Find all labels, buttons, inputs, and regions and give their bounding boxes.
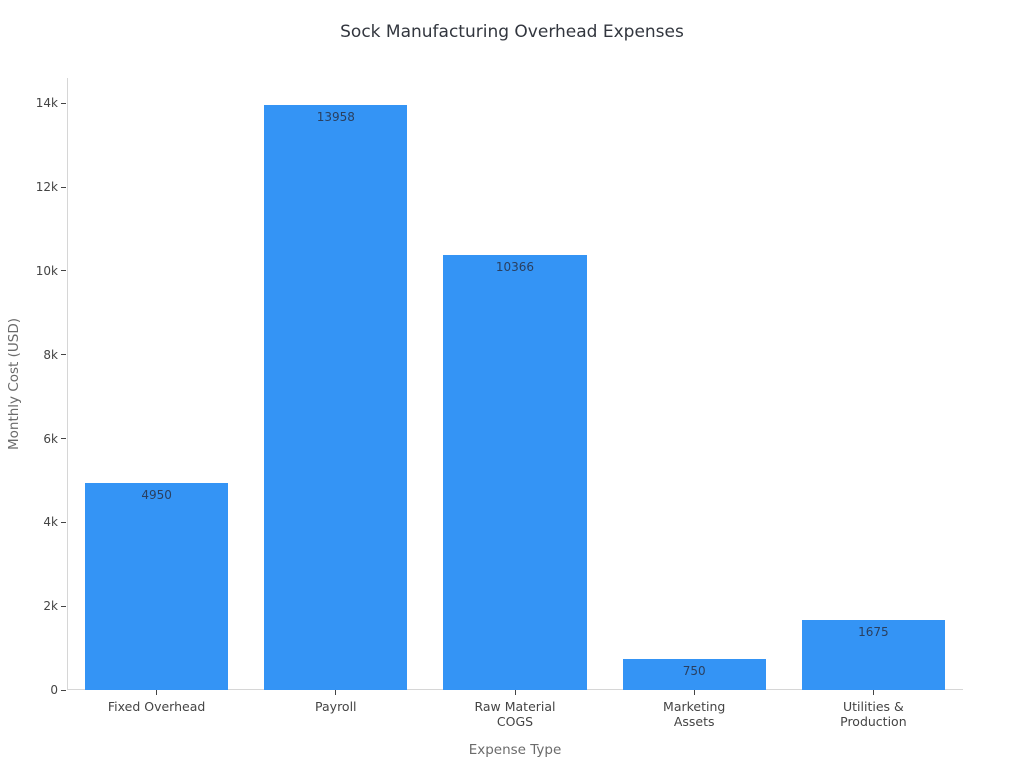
y-tick-mark — [61, 605, 66, 607]
x-category-label: Raw Material COGS — [474, 699, 556, 729]
x-tick-mark — [335, 690, 337, 695]
y-tick-mark — [61, 438, 66, 439]
y-tick-mark — [61, 354, 66, 356]
y-tick-mark — [61, 270, 66, 272]
y-tick-mark — [61, 521, 66, 523]
bar: 4950 — [84, 482, 229, 690]
y-tick-label: 6k — [43, 431, 58, 446]
x-category-label: Fixed Overhead — [107, 699, 206, 714]
bar-value-label: 13958 — [316, 109, 355, 124]
bar-value-label: 750 — [682, 663, 706, 678]
y-tick-label: 4k — [43, 515, 58, 530]
bar: 10366 — [443, 255, 587, 690]
x-tick-mark — [156, 690, 158, 695]
bar-value-label: 10366 — [495, 260, 535, 275]
y-axis-line — [67, 78, 68, 690]
y-tick-label: 2k — [43, 599, 58, 614]
x-tick-mark — [693, 690, 695, 695]
bar: 1675 — [801, 619, 946, 690]
bar-value-label: 1675 — [858, 624, 889, 639]
y-tick-label: 8k — [43, 347, 58, 362]
bar: 13958 — [264, 104, 408, 690]
plot-area: 0 2k 4k 6k 8k 10k 12k 14k 4950 13958 10366 750 1675… — [36, 78, 963, 729]
y-tick-label: 12k — [35, 180, 58, 194]
y-tick-mark — [61, 186, 66, 188]
y-tick-label: 14k — [35, 96, 58, 111]
x-category-label: Payroll — [315, 699, 357, 714]
y-tick-label: 10k — [35, 263, 58, 278]
x-tick-mark — [514, 690, 516, 695]
x-category-label: Utilities & Production — [840, 699, 907, 729]
chart-title: Sock Manufacturing Overhead Expenses — [340, 22, 684, 42]
y-tick-mark — [61, 689, 66, 691]
bar: 750 — [622, 658, 766, 690]
y-tick-mark — [61, 102, 66, 104]
x-category-label: Marketing Assets — [663, 699, 726, 729]
x-axis-title: Expense Type — [468, 742, 562, 758]
y-tick-label: 0 — [50, 683, 58, 697]
x-tick-mark — [872, 690, 874, 695]
bar-value-label: 4950 — [141, 487, 172, 502]
